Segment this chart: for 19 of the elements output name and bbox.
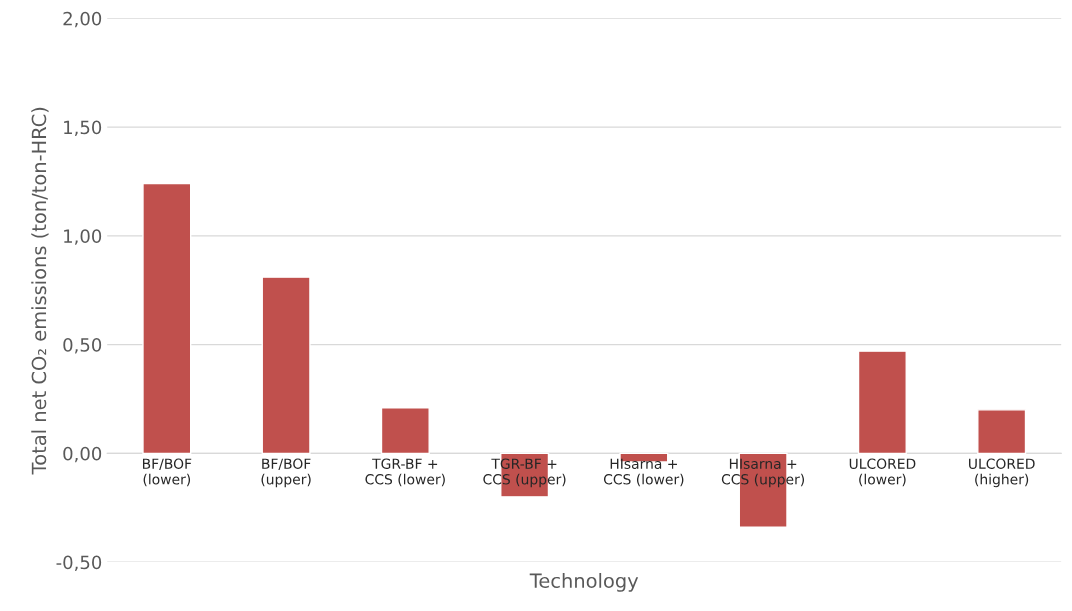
y-tick-label: -0,50 [56,555,102,572]
x-tick-label: BF/BOF (lower) [142,458,192,487]
y-axis-title: Total net CO₂ emissions (ton/ton-HRC) [31,107,49,475]
y-tick-label: 0,00 [63,446,102,463]
bar [857,350,907,455]
bar [142,182,192,455]
x-tick-label: HIsarna + CCS (lower) [603,458,684,487]
y-tick-label: 2,00 [63,11,102,28]
x-tick-label: ULCORED (lower) [849,458,916,487]
x-tick-label: TGR-BF + CCS (lower) [365,458,445,487]
x-axis-title: Technology [529,573,639,592]
bar [380,406,430,455]
bar [261,276,311,455]
x-tick-label: ULCORED (higher) [969,458,1035,488]
y-tick-label: 1,00 [64,229,102,245]
y-tick-label: 0,50 [63,338,102,354]
x-tick-label: BF/BOF (upper) [261,458,311,488]
bar [977,409,1027,455]
y-tick-label: 1,50 [64,120,102,137]
